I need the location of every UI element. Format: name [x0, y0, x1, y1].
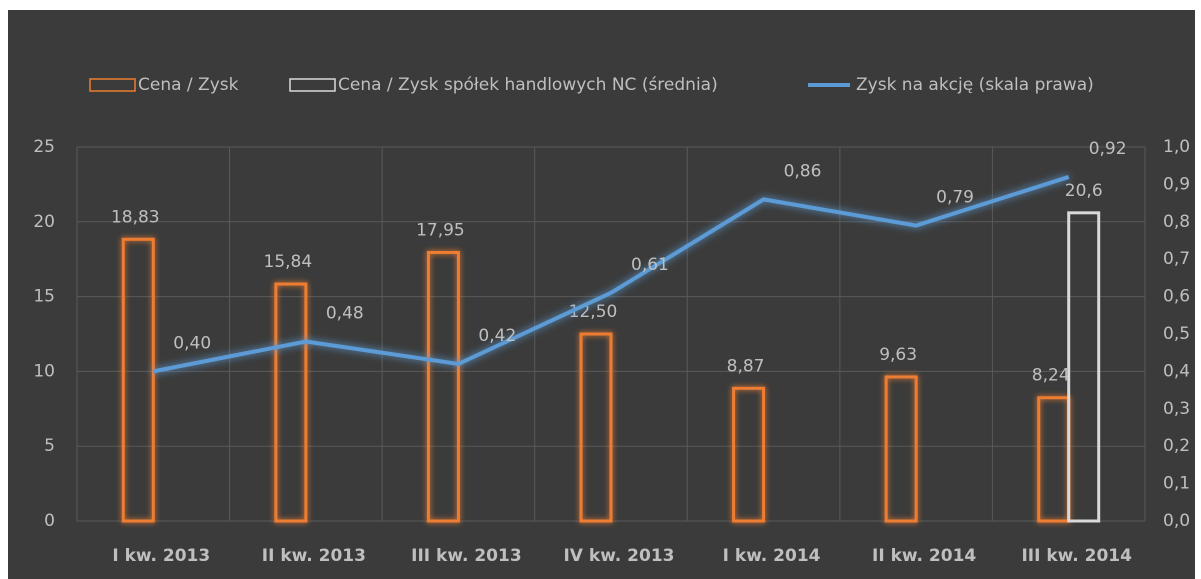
x-tick-label: IV kw. 2013 [563, 546, 674, 566]
y-tick-label: 0 [44, 511, 55, 531]
y2-tick-label: 0,2 [1163, 436, 1190, 456]
bar [732, 386, 766, 523]
x-tick-label: II kw. 2014 [872, 546, 976, 566]
data-label: 9,63 [879, 345, 917, 365]
bar [426, 250, 460, 523]
x-tick-label: III kw. 2014 [1021, 546, 1132, 566]
x-tick-label: III kw. 2013 [411, 546, 522, 566]
bar [121, 237, 155, 523]
x-tick-label: II kw. 2013 [262, 546, 366, 566]
legend-label: Zysk na akcję (skala prawa) [856, 75, 1094, 95]
chart-background [8, 10, 1195, 579]
y2-tick-label: 0,4 [1163, 361, 1190, 381]
y2-tick-label: 1,0 [1163, 137, 1190, 157]
x-tick-label: I kw. 2014 [723, 546, 821, 566]
y-tick-label: 15 [33, 287, 55, 307]
legend-label: Cena / Zysk spółek handlowych NC (średni… [338, 75, 718, 95]
data-label: 12,50 [569, 302, 618, 322]
y2-tick-label: 0,9 [1163, 174, 1190, 194]
y2-tick-label: 0,1 [1163, 474, 1190, 494]
legend-swatch [289, 78, 336, 92]
legend-label: Cena / Zysk [138, 75, 239, 95]
y-tick-label: 20 [33, 212, 55, 232]
data-label: 20,6 [1065, 181, 1103, 201]
data-label: 0,86 [784, 161, 822, 181]
data-label: 18,83 [111, 207, 160, 227]
line [152, 175, 1070, 374]
data-label: 0,42 [478, 326, 516, 346]
x-tick-label: I kw. 2013 [112, 546, 210, 566]
legend-swatch [89, 78, 136, 92]
data-label: 0,61 [631, 255, 669, 275]
y2-tick-label: 0,6 [1163, 287, 1190, 307]
data-label: 17,95 [416, 220, 465, 240]
bar [1067, 211, 1101, 523]
y-tick-label: 25 [33, 137, 55, 157]
y2-tick-label: 0,8 [1163, 212, 1190, 232]
y2-tick-label: 0,7 [1163, 249, 1190, 269]
data-label: 8,87 [727, 356, 765, 376]
data-label: 15,84 [264, 252, 313, 272]
data-label: 0,79 [936, 188, 974, 208]
data-label: 0,92 [1089, 139, 1127, 159]
bar [884, 375, 918, 523]
bar [579, 332, 613, 523]
y2-tick-label: 0,3 [1163, 399, 1190, 419]
data-label: 0,40 [173, 333, 211, 353]
y2-tick-label: 0,0 [1163, 511, 1190, 531]
bar [274, 282, 308, 523]
y-tick-label: 10 [33, 361, 55, 381]
y2-tick-label: 0,5 [1163, 324, 1190, 344]
y-tick-label: 5 [44, 436, 55, 456]
data-label: 8,24 [1032, 366, 1070, 386]
data-label: 0,48 [326, 303, 364, 323]
